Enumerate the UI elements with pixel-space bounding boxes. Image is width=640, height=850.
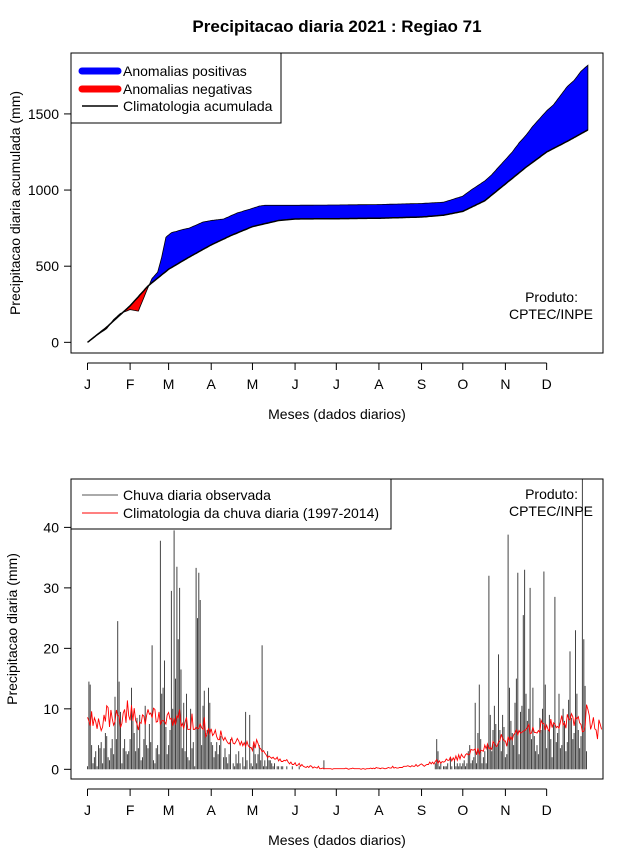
accumulated-climatology-line (87, 129, 589, 343)
legend-negative-label: Anomalias negativas (123, 81, 252, 97)
accumulated-legend: Anomalias positivas Anomalias negativas … (70, 52, 282, 124)
accumulated-x-tick-label: J (84, 376, 91, 392)
daily-y-tick-label: 20 (43, 640, 59, 656)
daily-x-label: Meses (dados diarios) (268, 832, 406, 848)
accumulated-x-tick-label: S (417, 376, 426, 392)
accumulated-y-axis: 0 500 1000 1500 (28, 106, 72, 350)
daily-climatology-layer (87, 700, 603, 770)
daily-x-tick-label: S (417, 802, 426, 818)
daily-climatology-line (87, 700, 603, 770)
accumulated-x-tick-label: J (333, 376, 340, 392)
accumulated-x-tick-label: F (126, 376, 135, 392)
daily-x-tick-label: O (457, 802, 468, 818)
accumulated-y-tick-label: 0 (51, 334, 59, 350)
accumulated-chart: 0 500 1000 1500 J F M A M J J A S O N D Precipitacao d… (7, 52, 604, 422)
daily-y-axis: 0 10 20 30 40 (43, 519, 72, 777)
accumulated-y-label: Precipitacao diaria acumulada (mm) (7, 91, 23, 315)
daily-y-tick-label: 40 (43, 519, 59, 535)
daily-x-tick-label: A (374, 802, 384, 818)
daily-x-tick-label: J (333, 802, 340, 818)
legend-observed-label: Chuva diaria observada (123, 487, 271, 503)
accumulated-x-tick-label: A (374, 376, 384, 392)
daily-legend: Chuva diaria observada Climatologia da c… (70, 478, 392, 530)
accumulated-y-tick-label: 1500 (28, 106, 59, 122)
accumulated-climatology-layer (87, 129, 589, 343)
figure-title: Precipitacao diaria 2021 : Regiao 71 (192, 17, 481, 36)
accumulated-y-tick-label: 1000 (28, 182, 59, 198)
legend-climatology-label: Climatologia acumulada (123, 98, 273, 114)
accumulated-x-label: Meses (dados diarios) (268, 406, 406, 422)
accumulated-x-tick-label: M (163, 376, 175, 392)
daily-x-tick-label: M (247, 802, 259, 818)
daily-x-tick-label: J (292, 802, 299, 818)
legend-daily-climatology-label: Climatologia da chuva diaria (1997-2014) (123, 505, 379, 521)
daily-y-tick-label: 0 (51, 761, 59, 777)
daily-x-tick-label: F (126, 802, 135, 818)
daily-product-source: CPTEC/INPE (509, 503, 593, 519)
accumulated-x-tick-label: J (292, 376, 299, 392)
daily-x-tick-label: A (207, 802, 217, 818)
daily-y-tick-label: 10 (43, 701, 59, 717)
daily-x-tick-label: J (84, 802, 91, 818)
accumulated-x-tick-label: N (500, 376, 510, 392)
daily-y-label: Precipitacao diaria (mm) (4, 553, 20, 705)
accumulated-product-source: CPTEC/INPE (509, 306, 593, 322)
daily-x-tick-label: N (500, 802, 510, 818)
daily-y-tick-label: 30 (43, 580, 59, 596)
accumulated-x-tick-label: A (207, 376, 217, 392)
accumulated-product-label: Produto: (525, 289, 578, 305)
accumulated-x-tick-label: M (247, 376, 259, 392)
daily-product-label: Produto: (525, 486, 578, 502)
daily-chart: 0 10 20 30 40 J F M A M J J A S O N D Precipitacao diar… (4, 478, 604, 848)
accumulated-x-tick-label: O (457, 376, 468, 392)
legend-positive-label: Anomalias positivas (123, 63, 247, 79)
daily-x-tick-label: M (163, 802, 175, 818)
daily-legend-box (70, 478, 392, 530)
accumulated-x-tick-label: D (542, 376, 552, 392)
daily-observed-bars (87, 479, 587, 770)
daily-x-tick-label: D (542, 802, 552, 818)
accumulated-y-tick-label: 500 (36, 258, 60, 274)
